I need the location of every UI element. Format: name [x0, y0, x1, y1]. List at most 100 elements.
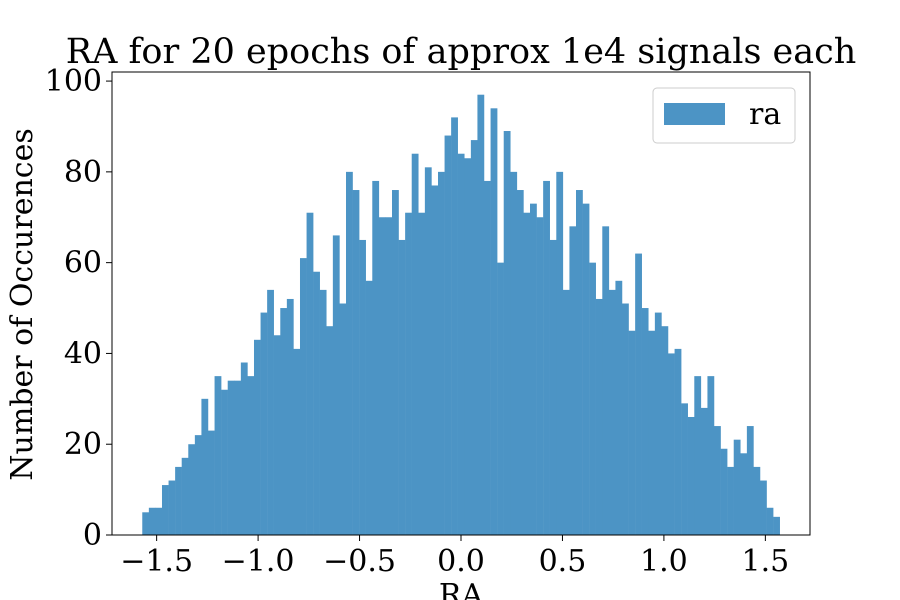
- histogram-bar: [240, 362, 248, 535]
- histogram-bar: [365, 280, 373, 535]
- x-tick-label: −1.0: [222, 544, 295, 579]
- x-tick-label: 0.0: [437, 544, 485, 579]
- histogram-bar: [615, 280, 623, 535]
- histogram-bar: [260, 312, 268, 535]
- histogram-bar: [694, 376, 702, 535]
- histogram-bar: [654, 312, 662, 535]
- histogram-bar: [648, 330, 656, 535]
- histogram-bar: [161, 485, 169, 535]
- histogram-bar: [589, 262, 596, 535]
- histogram-bar: [273, 335, 281, 535]
- histogram-bar: [286, 298, 294, 535]
- histogram-bar: [168, 480, 176, 535]
- x-axis-label: RA: [439, 578, 484, 600]
- histogram-bar: [181, 457, 189, 535]
- histogram-bar: [681, 403, 688, 535]
- legend-label: ra: [749, 97, 781, 132]
- histogram-bar: [457, 153, 465, 535]
- histogram-bar: [714, 426, 721, 535]
- y-axis: 0 20 40 60 80 100: [45, 64, 112, 553]
- histogram-bar: [142, 512, 150, 535]
- histogram-bar: [319, 289, 327, 535]
- histogram-bar: [503, 131, 511, 535]
- histogram-bar: [148, 507, 156, 535]
- histogram-bar: [760, 480, 767, 535]
- histogram-bar: [470, 140, 478, 535]
- histogram-bar: [523, 212, 531, 535]
- histogram-bar: [424, 167, 432, 535]
- histogram-bar: [773, 516, 780, 535]
- histogram-bar: [464, 158, 472, 535]
- histogram-bar: [536, 217, 544, 535]
- histogram-bar: [332, 235, 340, 535]
- histogram-bar: [411, 153, 419, 535]
- y-tick-label: 80: [64, 155, 102, 190]
- histogram-bar: [635, 253, 642, 535]
- histogram-bar: [582, 203, 590, 535]
- legend: ra: [652, 87, 796, 144]
- histogram-bar: [299, 258, 307, 535]
- histogram-bar: [385, 217, 393, 535]
- histogram-bar: [175, 466, 182, 535]
- histogram-bar: [510, 171, 518, 536]
- histogram-bar: [687, 416, 695, 535]
- chart-title: RA for 20 epochs of approx 1e4 signals e…: [66, 32, 857, 72]
- y-tick-label: 0: [83, 518, 102, 553]
- x-axis: −1.5 −1.0 −0.5 0.0 0.5 1.0 1.5: [120, 535, 789, 579]
- histogram-bar: [346, 171, 353, 536]
- legend-swatch: [664, 103, 725, 125]
- histogram-bar: [234, 380, 242, 535]
- histogram-bar: [569, 226, 577, 535]
- histogram-bar: [608, 289, 616, 535]
- histogram-bar: [293, 348, 301, 535]
- histogram-bar: [378, 217, 386, 535]
- histogram-bar: [155, 507, 163, 535]
- histogram-bar: [622, 303, 629, 535]
- histogram-bar: [221, 389, 228, 535]
- histogram-bar: [438, 171, 445, 536]
- histogram-bar: [444, 135, 452, 536]
- histogram-bar: [674, 348, 682, 535]
- x-tick-label: 1.0: [640, 544, 688, 579]
- histogram-bar: [398, 239, 406, 535]
- x-tick-label: 0.5: [539, 544, 587, 579]
- histogram-bars: [142, 94, 780, 536]
- histogram-bar: [188, 444, 196, 535]
- histogram-bar: [746, 426, 754, 535]
- histogram-bar: [707, 376, 715, 535]
- histogram-bar: [253, 339, 261, 535]
- histogram-bar: [267, 289, 274, 535]
- y-tick-label: 60: [64, 246, 102, 281]
- histogram-bar: [668, 353, 675, 535]
- histogram-bar: [516, 190, 524, 535]
- histogram-bar: [740, 453, 748, 535]
- histogram-bar: [359, 239, 366, 535]
- histogram-bar: [326, 326, 334, 535]
- histogram-bar: [214, 376, 222, 535]
- histogram-bar: [207, 430, 215, 535]
- histogram-bar: [720, 448, 728, 535]
- histogram-bar: [352, 190, 360, 535]
- y-tick-label: 20: [64, 427, 102, 462]
- y-axis-label: Number of Occurences: [5, 128, 40, 480]
- histogram-bar: [753, 466, 761, 535]
- histogram-bar: [543, 180, 550, 535]
- histogram-bar: [556, 171, 564, 536]
- histogram-bar: [306, 212, 314, 535]
- histogram-bar: [733, 439, 741, 535]
- histogram-bar: [641, 308, 649, 535]
- histogram-bar: [490, 108, 498, 535]
- histogram-bar: [477, 94, 485, 535]
- x-tick-label: −1.5: [120, 544, 193, 579]
- histogram-bar: [602, 226, 610, 535]
- histogram-bar: [562, 289, 570, 535]
- histogram-bar: [549, 239, 557, 535]
- histogram-bar: [451, 117, 458, 535]
- histogram-bar: [431, 185, 439, 536]
- histogram-bar: [201, 398, 209, 535]
- histogram-bar: [661, 326, 669, 535]
- histogram-bar: [339, 303, 347, 535]
- histogram-bar: [727, 466, 734, 535]
- y-tick-label: 40: [64, 336, 102, 371]
- y-tick-label: 100: [45, 64, 102, 99]
